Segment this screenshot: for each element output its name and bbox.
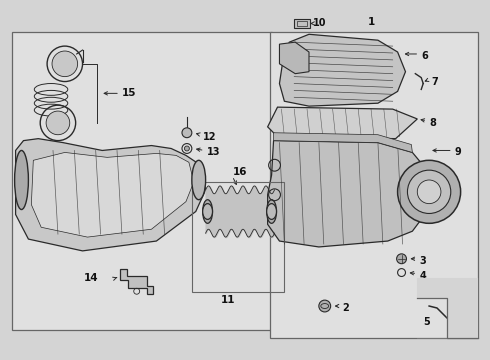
Polygon shape <box>120 269 153 294</box>
Bar <box>297 21 307 26</box>
Text: 7: 7 <box>431 77 438 86</box>
Bar <box>12 32 271 330</box>
Polygon shape <box>31 152 194 237</box>
Bar <box>192 182 284 292</box>
Polygon shape <box>16 139 206 251</box>
Text: 11: 11 <box>220 295 235 305</box>
Ellipse shape <box>267 204 276 219</box>
Bar <box>294 18 310 28</box>
Ellipse shape <box>203 200 213 223</box>
Circle shape <box>408 170 451 213</box>
Polygon shape <box>268 107 417 139</box>
Text: 13: 13 <box>207 148 220 157</box>
Polygon shape <box>279 34 406 106</box>
Polygon shape <box>273 133 413 152</box>
Text: 16: 16 <box>233 167 247 177</box>
Text: 3: 3 <box>419 256 426 266</box>
Text: 15: 15 <box>122 88 136 98</box>
Circle shape <box>397 160 461 223</box>
Text: 12: 12 <box>203 132 216 142</box>
Circle shape <box>52 51 77 77</box>
Ellipse shape <box>15 150 28 210</box>
Ellipse shape <box>192 160 206 200</box>
Circle shape <box>396 254 407 264</box>
Text: 10: 10 <box>313 18 326 28</box>
Text: 6: 6 <box>421 51 428 61</box>
Text: 4: 4 <box>419 270 426 280</box>
Text: 1: 1 <box>368 18 375 27</box>
Circle shape <box>184 146 189 151</box>
Text: 2: 2 <box>343 303 349 313</box>
Polygon shape <box>417 278 478 338</box>
Circle shape <box>46 111 70 135</box>
Circle shape <box>417 180 441 204</box>
Text: 8: 8 <box>429 118 436 128</box>
Polygon shape <box>268 141 427 247</box>
Text: 9: 9 <box>455 148 462 157</box>
Text: 5: 5 <box>423 317 430 327</box>
Ellipse shape <box>203 204 213 219</box>
Circle shape <box>182 128 192 138</box>
Ellipse shape <box>267 200 276 223</box>
Circle shape <box>319 300 331 312</box>
Bar <box>270 32 478 338</box>
Polygon shape <box>279 42 309 74</box>
Text: 14: 14 <box>84 274 98 283</box>
